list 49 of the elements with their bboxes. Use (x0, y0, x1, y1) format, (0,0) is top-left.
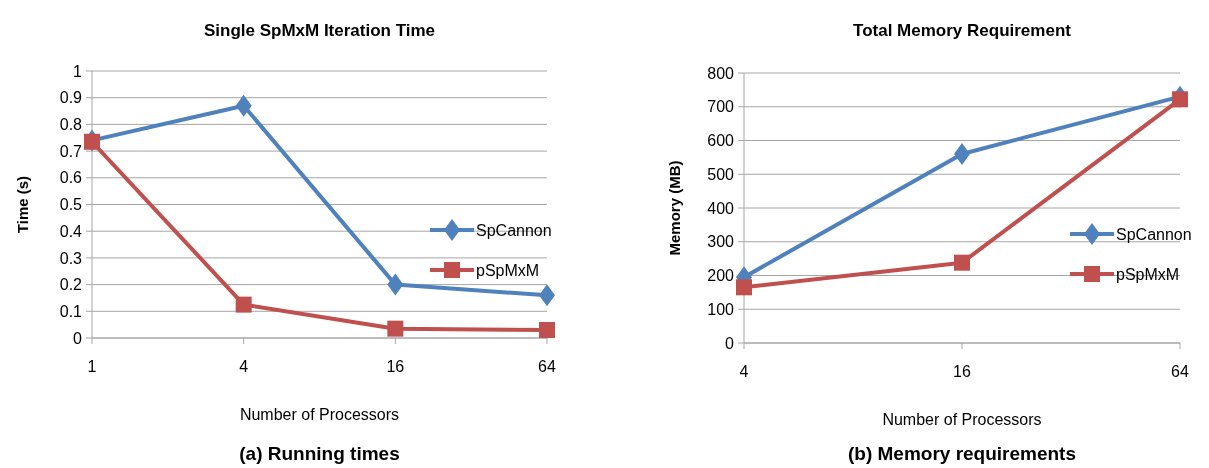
y-tick-label: 0.5 (59, 196, 83, 214)
y-tick-label: 0.8 (59, 116, 83, 133)
legend-label: pSpMxM (1116, 265, 1180, 283)
chart-title: Single SpMxM Iteration Time (203, 21, 436, 40)
x-axis-title: Number of Processors (239, 406, 400, 423)
y-tick-label: 700 (707, 98, 735, 116)
y-tick-label: 600 (707, 132, 735, 150)
point (736, 279, 752, 296)
point (235, 296, 252, 313)
y-tick-label: 0.4 (59, 222, 83, 240)
text: (b) Memory requirements (847, 443, 1077, 464)
x-tick-label: 1 (87, 358, 97, 375)
y-tick-label: 0 (725, 334, 735, 352)
y-axis-title: Memory (MB) (666, 160, 683, 256)
point (387, 320, 404, 337)
point (387, 273, 404, 296)
point (539, 321, 555, 338)
y-tick-label: 500 (707, 165, 735, 183)
chart-title: Total Memory Requirement (853, 21, 1072, 40)
x-tick-label: 64 (1171, 363, 1189, 380)
x-tick-label: 64 (538, 358, 556, 375)
legend-label: SpCannon (476, 221, 552, 239)
y-tick-label: 1 (73, 62, 83, 80)
y-tick-label: 300 (707, 233, 735, 251)
y-tick-label: 0.1 (59, 302, 83, 320)
y-tick-label: 0.7 (59, 142, 83, 160)
x-tick-label: 16 (953, 363, 971, 380)
y-tick-label: 800 (707, 64, 735, 82)
y-tick-label: 200 (707, 267, 735, 285)
point (84, 133, 100, 150)
y-tick-label: 0.6 (59, 169, 83, 187)
point (235, 94, 252, 117)
y-tick-label: 400 (707, 199, 735, 217)
x-axis-title: Number of Processors (882, 411, 1042, 428)
x-tick-label: 4 (739, 363, 749, 380)
y-tick-label: 0.2 (59, 276, 83, 294)
y-tick-label: 100 (707, 300, 735, 318)
legend-label: SpCannon (1116, 225, 1192, 243)
x-tick-label: 4 (239, 358, 249, 375)
point (954, 254, 970, 271)
y-axis-title: Time (s) (14, 175, 31, 234)
legend-label: pSpMxM (476, 261, 540, 279)
y-tick-label: 0.3 (59, 249, 83, 267)
y-tick-label: 0 (73, 329, 83, 347)
point (954, 143, 970, 165)
text: (a) Running times (239, 443, 400, 464)
x-tick-label: 16 (386, 358, 405, 375)
point (1172, 91, 1188, 108)
y-tick-label: 0.9 (59, 89, 83, 107)
